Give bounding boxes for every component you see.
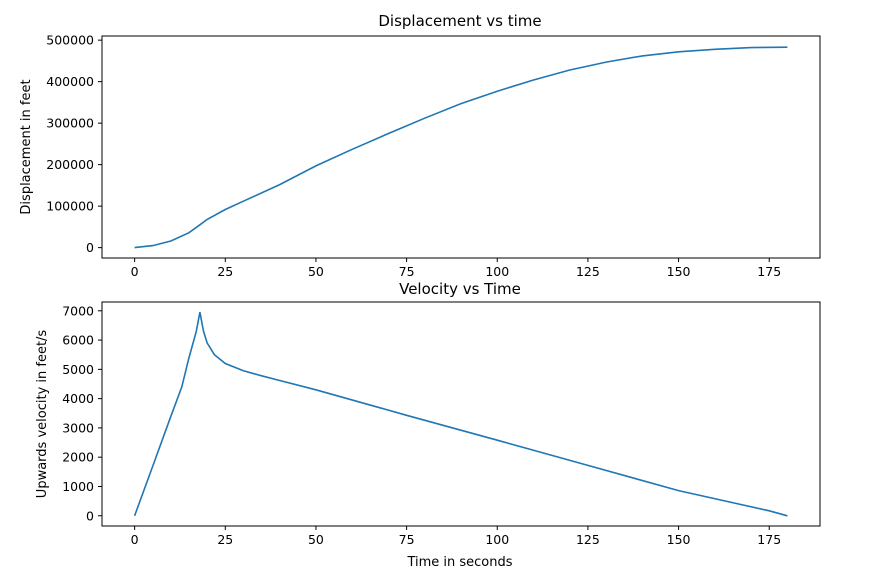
displacement-x-tick-label: 0 — [131, 264, 139, 279]
displacement-y-tick-label: 100000 — [46, 199, 94, 214]
displacement-x-tick-label: 50 — [308, 264, 324, 279]
velocity-x-tick-label: 75 — [399, 532, 415, 547]
displacement-x-ticks: 0 25 50 75 100 125 150 175 — [131, 258, 781, 279]
velocity-y-ticks: 0 1000 2000 3000 4000 5000 6000 7000 — [62, 303, 102, 523]
displacement-y-tick-label: 400000 — [46, 74, 94, 89]
displacement-x-tick-label: 75 — [399, 264, 415, 279]
velocity-y-tick-label: 7000 — [62, 303, 94, 318]
velocity-y-tick-label: 4000 — [62, 391, 94, 406]
velocity-subplot: Velocity vs Time Upwards velocity in fee… — [35, 280, 821, 570]
velocity-plot-frame — [101, 301, 821, 527]
displacement-y-tick-label: 200000 — [46, 157, 94, 172]
velocity-x-tick-label: 0 — [131, 532, 139, 547]
velocity-y-tick-label: 6000 — [62, 333, 94, 348]
displacement-x-tick-label: 175 — [757, 264, 781, 279]
displacement-y-tick-label: 0 — [86, 240, 94, 255]
velocity-chart-title: Velocity vs Time — [399, 280, 521, 298]
displacement-x-tick-label: 125 — [576, 264, 600, 279]
velocity-y-tick-label: 3000 — [62, 420, 94, 435]
displacement-x-tick-label: 150 — [667, 264, 691, 279]
displacement-y-axis-label: Displacement in feet — [19, 79, 34, 214]
velocity-y-tick-label: 5000 — [62, 362, 94, 377]
displacement-plot-frame — [101, 35, 821, 259]
velocity-x-tick-label: 125 — [576, 532, 600, 547]
displacement-x-tick-label: 25 — [217, 264, 233, 279]
displacement-chart-title: Displacement vs time — [378, 12, 541, 30]
velocity-x-tick-label: 150 — [667, 532, 691, 547]
velocity-x-tick-label: 25 — [217, 532, 233, 547]
displacement-series-line — [134, 46, 788, 249]
velocity-y-tick-label: 2000 — [62, 450, 94, 465]
velocity-x-axis-label: Time in seconds — [406, 555, 512, 570]
velocity-series-line — [133, 312, 788, 517]
displacement-subplot: Displacement vs time Displacement in fee… — [19, 12, 821, 279]
velocity-x-tick-label: 175 — [757, 532, 781, 547]
displacement-y-ticks: 0 100000 200000 300000 400000 500000 — [46, 33, 102, 255]
displacement-y-tick-label: 300000 — [46, 116, 94, 131]
velocity-y-tick-label: 0 — [86, 508, 94, 523]
velocity-x-tick-label: 100 — [485, 532, 509, 547]
velocity-x-ticks: 0 25 50 75 100 125 150 175 — [131, 526, 781, 547]
displacement-y-tick-label: 500000 — [46, 33, 94, 48]
velocity-y-axis-label: Upwards velocity in feet/s — [35, 330, 50, 499]
velocity-y-tick-label: 1000 — [62, 479, 94, 494]
displacement-x-tick-label: 100 — [485, 264, 509, 279]
velocity-x-tick-label: 50 — [308, 532, 324, 547]
